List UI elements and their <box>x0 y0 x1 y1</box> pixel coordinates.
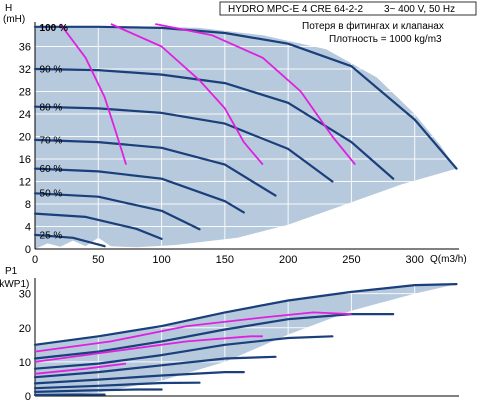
head-y-tick-label: 20 <box>19 132 31 144</box>
power-panel: 0 10 20 30 <box>19 278 459 400</box>
head-speed-curve-7 <box>33 233 106 248</box>
note-density: Плотность = 1000 kg/m3 <box>329 34 442 45</box>
head-x-tick-label: 300 <box>406 254 424 266</box>
speed-percent-label: 100 % <box>40 23 68 34</box>
power-axis-label: P1 <box>5 266 18 277</box>
head-x-tick-label: 50 <box>92 254 104 266</box>
head-y-tick-label: 32 <box>19 64 31 76</box>
power-y-tick-label: 20 <box>19 323 31 335</box>
head-speed-curve-3 <box>33 138 277 197</box>
head-system-curve-1 <box>110 23 264 166</box>
head-x-tick-label: 100 <box>152 254 170 266</box>
head-speed-curve-4 <box>33 167 245 214</box>
speed-percent-label: 90 % <box>40 64 63 75</box>
power-system-curve-0 <box>34 311 352 353</box>
power-speed-curve-6 <box>33 388 163 393</box>
head-y-tick-label: 12 <box>19 177 31 189</box>
power-y-tick-label: 10 <box>19 357 31 369</box>
flow-axis-label: Q(m3/h) <box>430 254 467 265</box>
head-y-tick-label: 0 <box>25 244 31 256</box>
head-x-tick-label: 250 <box>342 254 360 266</box>
power-speed-curve-4 <box>33 371 245 385</box>
speed-percent-label: 80 % <box>40 103 63 114</box>
head-speed-curve-1 <box>33 67 395 180</box>
speed-percent-label: 60 % <box>40 164 63 175</box>
power-y-tick-label: 30 <box>19 289 31 301</box>
power-speed-curve-0 <box>33 283 458 346</box>
power-y-tick-label: 0 <box>25 391 31 400</box>
head-y-tick-label: 24 <box>19 109 31 121</box>
chart-title: HYDRO MPC-E 4 CRE 64-2-2 <box>228 4 363 15</box>
head-speed-curve-6 <box>33 212 163 240</box>
head-y-tick-label: 28 <box>19 87 31 99</box>
power-system-curve-2 <box>34 362 127 375</box>
head-y-tick-label: 36 <box>19 42 31 54</box>
head-speed-curve-2 <box>33 105 334 183</box>
power-speed-curve-3 <box>33 355 277 379</box>
head-x-tick-label: 0 <box>32 254 38 266</box>
note-fittings: Потеря в фитингах и клапанах <box>302 20 444 32</box>
power-speed-curve-5 <box>33 381 201 390</box>
head-system-curve-2 <box>155 23 356 166</box>
head-x-tick-label: 200 <box>279 254 297 266</box>
power-axis-unit: (kWP1) <box>0 279 29 290</box>
head-x-tick-label: 150 <box>216 254 234 266</box>
head-y-tick-label: 8 <box>25 199 31 211</box>
head-panel: 0 4 8 12 16 20 24 28 32 36 0 50 100 150 200 250 300 100 %… <box>19 22 459 266</box>
head-axis-unit: (mH) <box>3 14 25 25</box>
power-speed-curve-2 <box>33 335 334 370</box>
speed-percent-label: 25 % <box>40 230 63 241</box>
head-y-tick-label: 16 <box>19 154 31 166</box>
head-axis-label: H <box>5 3 12 14</box>
power-system-curve-1 <box>34 335 263 363</box>
speed-percent-label: 50 % <box>40 189 63 200</box>
head-speed-curve-0 <box>33 25 458 170</box>
head-y-tick-label: 4 <box>25 222 31 234</box>
supply-spec: 3~ 400 V, 50 Hz <box>384 4 455 15</box>
head-system-curve-0 <box>59 23 127 165</box>
speed-percent-label: 70 % <box>40 135 63 146</box>
header-box <box>219 1 477 16</box>
head-speed-curve-5 <box>33 192 201 231</box>
